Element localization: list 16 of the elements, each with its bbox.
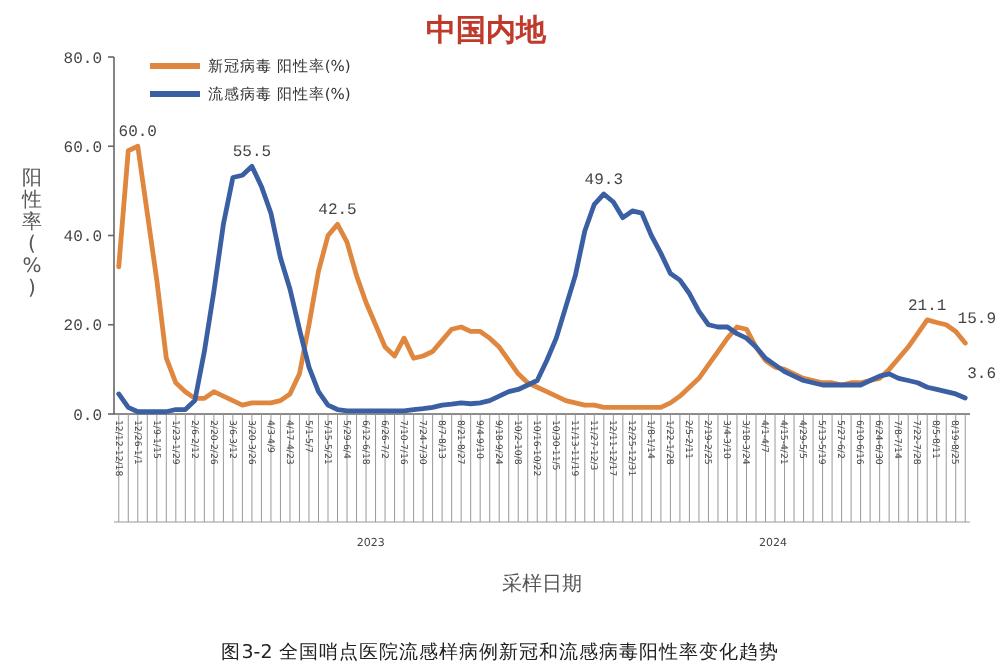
y-tick-label: 0.0: [73, 407, 103, 426]
data-label: 21.1: [908, 297, 947, 316]
chart-title: 中国内地: [426, 12, 548, 48]
x-axis-title: 采样日期: [502, 572, 582, 596]
caption: 图3-2 全国哨点医院流感样病例新冠和流感病毒阳性率变化趋势: [221, 640, 779, 664]
data-label: 60.0: [118, 124, 158, 143]
data-label: 49.3: [584, 172, 624, 190]
y-tick-label: 20.0: [63, 318, 103, 337]
y-axis-title: 阳性率(%): [20, 168, 42, 300]
y-tick-label: 40.0: [63, 229, 103, 248]
y-tick-label: 60.0: [63, 139, 103, 158]
data-label: 3.6: [967, 365, 997, 384]
data-label: 55.5: [232, 144, 272, 163]
y-tick-label: 80.0: [63, 50, 103, 69]
data-label: 42.5: [318, 202, 358, 221]
data-label: 15.9: [957, 311, 997, 330]
